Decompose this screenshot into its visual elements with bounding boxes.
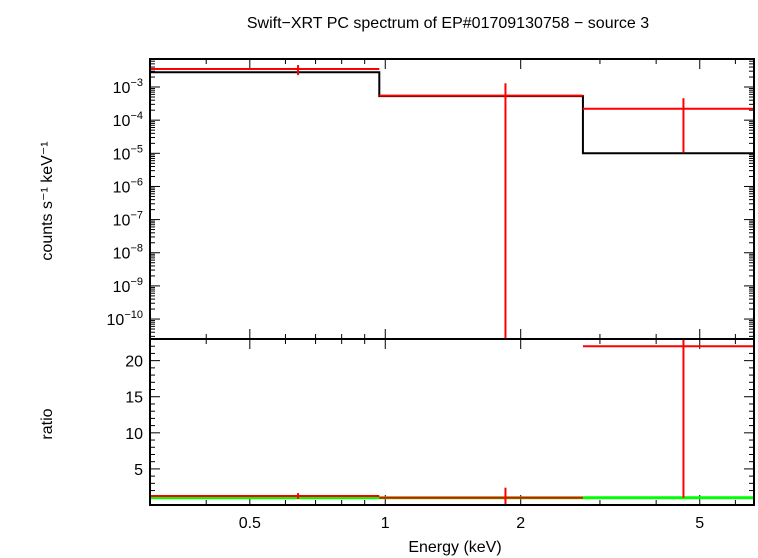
- ratio-data-point: [379, 487, 583, 505]
- top-y-tick-label: 10−3: [113, 77, 143, 97]
- top-y-tick-label: 10−10: [107, 309, 143, 329]
- x-tick-label: 2: [516, 515, 525, 532]
- model-step-line: [150, 71, 754, 155]
- top-plot-frame: [149, 58, 755, 340]
- chart-title: Swift−XRT PC spectrum of EP#01709130758 …: [247, 15, 649, 32]
- top-y-tick-label: 10−5: [113, 143, 143, 163]
- x-tick-label: 5: [695, 515, 704, 532]
- top-y-tick-label: 10−6: [113, 176, 143, 196]
- top-y-tick-label: 10−9: [113, 276, 143, 296]
- bottom-y-tick-label: 5: [134, 462, 143, 479]
- ratio-data-point: [150, 493, 380, 499]
- ratio-data-point: [582, 339, 754, 498]
- top-y-axis-label: counts s⁻¹ keV⁻¹: [39, 141, 56, 260]
- x-tick-label: 1: [381, 515, 390, 532]
- top-data-point: [379, 83, 583, 339]
- bottom-y-tick-label: 20: [125, 354, 143, 371]
- top-y-tick-label: 10−8: [113, 243, 143, 263]
- bottom-y-tick-label: 10: [125, 426, 143, 443]
- plot-layer: 0.5 1 2 5 10−3 10−4 10−5 10−6 10−7 10−8 10−9 10−10 5…: [107, 58, 755, 532]
- top-y-tick-label: 10−4: [113, 110, 143, 130]
- top-y-tick-label: 10−7: [113, 210, 143, 230]
- bottom-y-axis-label: ratio: [39, 408, 56, 439]
- top-data-point: [150, 65, 380, 76]
- x-tick-label: 0.5: [239, 515, 261, 532]
- x-axis-label: Energy (keV): [408, 539, 501, 556]
- bottom-y-tick-label: 15: [125, 390, 143, 407]
- top-data-point: [582, 98, 754, 153]
- bottom-plot-frame: [149, 338, 755, 506]
